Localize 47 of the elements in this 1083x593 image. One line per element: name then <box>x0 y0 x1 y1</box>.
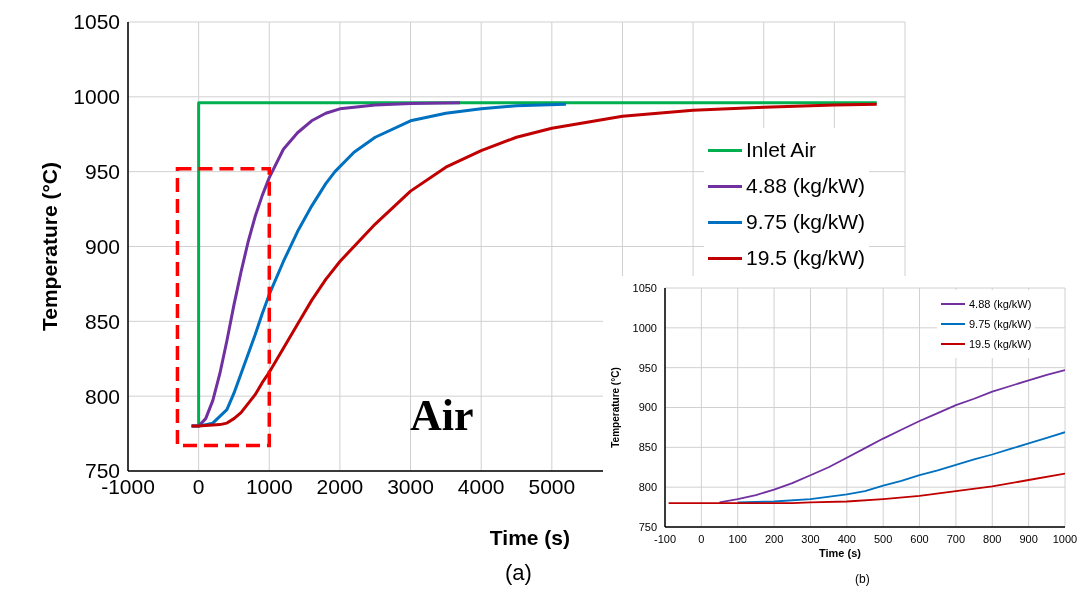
legend-label: 4.88 (kg/kW) <box>969 297 1032 312</box>
x-tick-label: 1000 <box>1052 532 1078 545</box>
y-tick-label: 850 <box>84 309 120 333</box>
x-tick-label: 3000 <box>387 474 434 498</box>
x-tick-label: 1000 <box>245 474 293 498</box>
legend-label: 19.5 (kg/kW) <box>969 337 1032 352</box>
x-tick-label: 700 <box>946 532 966 545</box>
y-tick-label: 850 <box>638 441 657 454</box>
y-tick-label: 900 <box>638 401 657 414</box>
text: (a) <box>505 560 532 586</box>
legend-label: 19.5 (kg/kW) <box>746 245 866 271</box>
y-tick-label: 950 <box>84 160 120 184</box>
x-tick-label: 5000 <box>528 474 576 498</box>
y-tick-label: 750 <box>638 520 657 533</box>
legend-label: 4.88 (kg/kW) <box>746 173 866 199</box>
x-tick-label: 600 <box>910 532 929 545</box>
line-series <box>736 431 1065 504</box>
x-axis-title: Time (s) <box>819 547 862 559</box>
y-tick-label: 1050 <box>632 281 657 294</box>
legend-label: 9.75 (kg/kW) <box>746 209 866 235</box>
y-tick-label: 950 <box>638 361 657 374</box>
y-tick-label: 1000 <box>632 321 657 334</box>
x-tick-label: 400 <box>837 532 856 545</box>
x-tick-label: 0 <box>698 532 705 545</box>
x-tick-label: 200 <box>764 532 784 545</box>
x-axis-title: Time (s) <box>489 526 570 549</box>
text: (b) <box>855 572 870 586</box>
line-series <box>667 472 1065 504</box>
x-tick-label: 4000 <box>457 474 505 498</box>
y-tick-label: 900 <box>84 234 120 258</box>
x-tick-label: -100 <box>653 532 677 545</box>
x-tick-label: 800 <box>983 532 1002 545</box>
x-tick-label: 100 <box>728 532 747 545</box>
x-tick-label: 0 <box>192 474 205 498</box>
y-tick-label: 1000 <box>73 85 120 109</box>
y-axis-title: Temperature (°C) <box>38 161 62 332</box>
x-tick-label: 900 <box>1019 532 1038 545</box>
line-series <box>718 369 1065 504</box>
y-axis-title: Temperature (°C) <box>609 367 621 448</box>
y-tick-label: 1050 <box>73 10 120 34</box>
annotation: Air <box>410 390 474 441</box>
legend-label: Inlet Air <box>746 137 817 163</box>
x-tick-label: 2000 <box>316 474 364 498</box>
x-tick-label: 300 <box>801 532 820 545</box>
legend-label: 9.75 (kg/kW) <box>969 317 1032 332</box>
y-tick-label: 800 <box>84 384 120 408</box>
x-tick-label: 500 <box>874 532 893 545</box>
